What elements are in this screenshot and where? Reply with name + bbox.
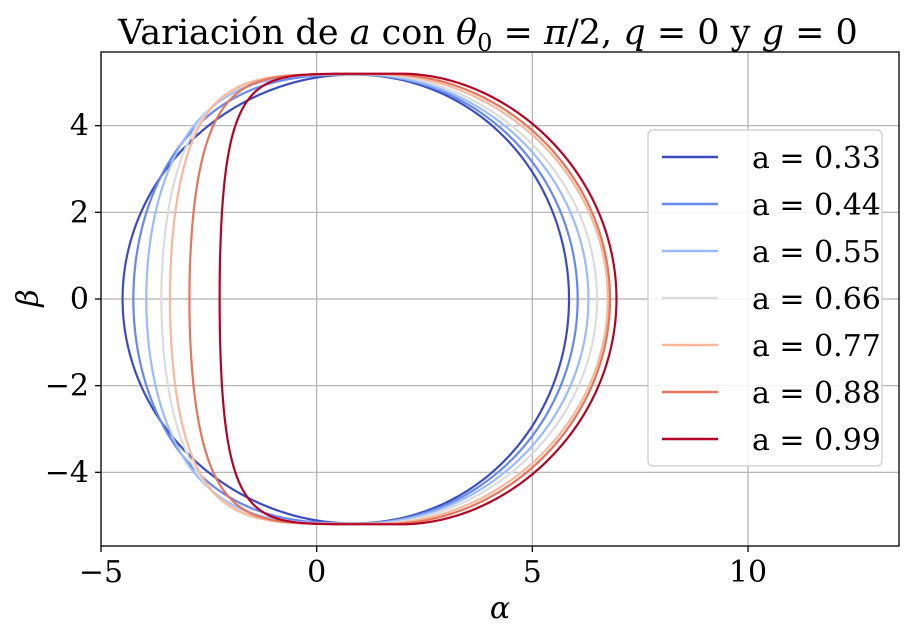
series-curve: [121, 73, 571, 525]
curves: [121, 72, 618, 526]
series-curve: [218, 72, 618, 526]
y-axis-title: β: [11, 289, 46, 307]
x-tick-label: 5: [523, 555, 542, 590]
y-tick-label: 4: [70, 109, 89, 144]
legend-entry: a = 0.66: [752, 282, 881, 317]
x-tick-label: 10: [729, 555, 767, 590]
y-tick-label: −4: [45, 455, 89, 490]
x-axis-title: α: [490, 591, 510, 626]
legend-entry: a = 0.44: [752, 188, 881, 223]
y-tick-label: 0: [70, 282, 89, 317]
series-curve: [132, 73, 579, 525]
legend-entry: a = 0.33: [752, 141, 881, 176]
legend-entry: a = 0.77: [752, 329, 881, 364]
chart-title: Variación de a con θ0 = π/2, q = 0 y g =…: [117, 13, 858, 57]
series-curve: [188, 72, 612, 526]
x-tick-label: −5: [79, 555, 123, 590]
series-curve: [160, 72, 599, 526]
y-tick-label: 2: [70, 195, 89, 230]
legend: a = 0.33 a = 0.44 a = 0.55 a = 0.66 a = 0.77…: [647, 129, 883, 467]
legend-entry: a = 0.88: [752, 376, 881, 411]
legend-entry: a = 0.55: [752, 235, 881, 270]
y-tick-label: −2: [45, 369, 89, 404]
legend-box: [647, 129, 883, 467]
legend-entry: a = 0.99: [752, 423, 881, 458]
series-curve: [145, 73, 590, 525]
series-curve: [168, 72, 609, 526]
x-tick-label: 0: [307, 555, 326, 590]
ticks: −5 0 5 10 −4 −2 0 2 4: [45, 109, 767, 590]
